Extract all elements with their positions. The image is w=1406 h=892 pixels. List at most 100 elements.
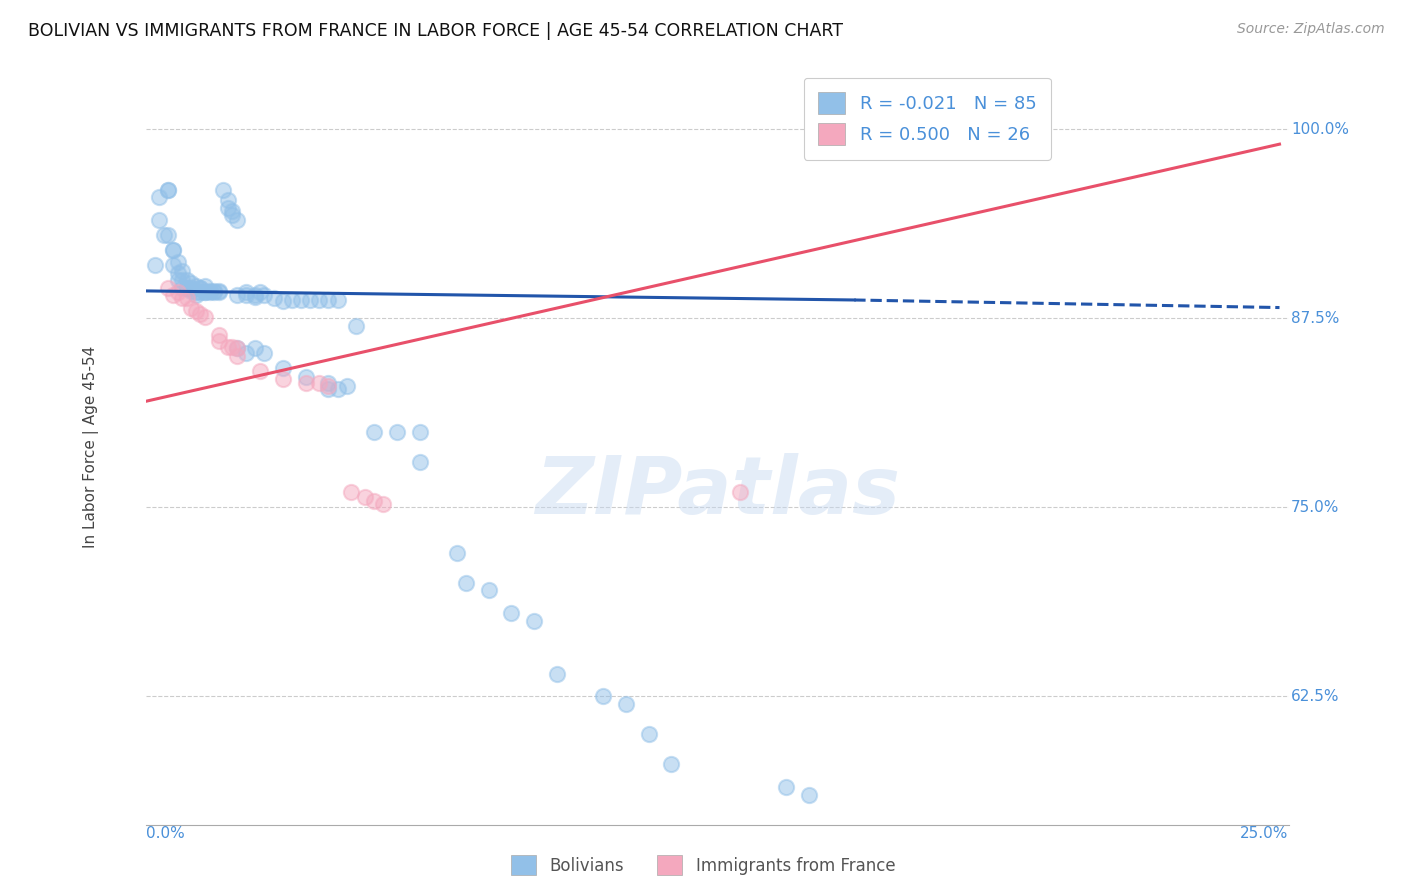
Point [194, 285, 217, 300]
Point [143, 258, 166, 272]
Point [221, 340, 243, 354]
Point [363, 425, 385, 439]
Point [202, 284, 225, 298]
Point [172, 281, 194, 295]
Point [523, 614, 546, 628]
Text: 100.0%: 100.0% [1291, 121, 1348, 136]
Point [235, 285, 257, 300]
Text: 25.0%: 25.0% [1240, 827, 1289, 841]
Point [281, 293, 304, 307]
Point [728, 485, 751, 500]
Point [202, 285, 225, 300]
Text: Source: ZipAtlas.com: Source: ZipAtlas.com [1237, 22, 1385, 37]
Text: 87.5%: 87.5% [1291, 310, 1340, 326]
Point [194, 285, 217, 300]
Point [166, 285, 188, 300]
Point [162, 258, 184, 272]
Point [354, 490, 377, 504]
Point [194, 310, 217, 324]
Point [226, 342, 249, 356]
Point [172, 273, 194, 287]
Point [253, 346, 276, 360]
Point [190, 307, 212, 321]
Point [166, 255, 188, 269]
Point [226, 349, 249, 363]
Point [409, 455, 432, 469]
Point [318, 382, 340, 396]
Point [344, 318, 367, 333]
Point [172, 264, 194, 278]
Point [245, 342, 267, 356]
Point [1026, 122, 1049, 136]
Point [157, 182, 180, 196]
Point [363, 494, 385, 508]
Point [190, 281, 212, 295]
Point [217, 193, 239, 207]
Text: BOLIVIAN VS IMMIGRANTS FROM FRANCE IN LABOR FORCE | AGE 45-54 CORRELATION CHART: BOLIVIAN VS IMMIGRANTS FROM FRANCE IN LA… [28, 22, 844, 40]
Point [308, 293, 330, 307]
Point [180, 277, 202, 291]
Point [299, 293, 322, 307]
Point [318, 376, 340, 391]
Point [184, 288, 207, 302]
Point [249, 364, 271, 378]
Point [226, 288, 249, 302]
Point [501, 606, 523, 620]
Point [217, 201, 239, 215]
Point [157, 281, 180, 295]
Point [271, 372, 294, 386]
Point [409, 425, 432, 439]
Point [661, 757, 683, 772]
Text: ZIPatlas: ZIPatlas [534, 453, 900, 531]
Point [271, 361, 294, 376]
Point [184, 285, 207, 300]
Point [180, 301, 202, 315]
Text: 62.5%: 62.5% [1291, 689, 1340, 704]
Point [208, 285, 231, 300]
Point [446, 546, 468, 560]
Point [176, 273, 198, 287]
Point [592, 690, 614, 704]
Point [162, 243, 184, 257]
Point [184, 303, 207, 318]
Point [263, 292, 285, 306]
Point [226, 212, 249, 227]
Point [226, 342, 249, 356]
Point [245, 290, 267, 304]
Point [235, 346, 257, 360]
Point [162, 288, 184, 302]
Point [318, 379, 340, 393]
Point [176, 281, 198, 295]
Legend: Bolivians, Immigrants from France: Bolivians, Immigrants from France [502, 847, 904, 884]
Point [190, 281, 212, 295]
Text: 75.0%: 75.0% [1291, 500, 1340, 515]
Point [208, 334, 231, 348]
Point [340, 485, 363, 500]
Point [148, 190, 170, 204]
Point [208, 327, 231, 342]
Point [162, 243, 184, 257]
Point [172, 292, 194, 306]
Point [190, 285, 212, 300]
Point [221, 208, 243, 222]
Point [198, 284, 221, 298]
Point [294, 370, 316, 384]
Point [212, 182, 235, 196]
Point [166, 266, 188, 280]
Point [797, 788, 820, 802]
Point [148, 212, 170, 227]
Point [157, 182, 180, 196]
Point [614, 697, 637, 711]
Point [271, 294, 294, 309]
Point [184, 279, 207, 293]
Point [176, 281, 198, 295]
Point [249, 285, 271, 300]
Point [385, 425, 408, 439]
Point [336, 379, 359, 393]
Point [217, 340, 239, 354]
Point [166, 273, 188, 287]
Text: 0.0%: 0.0% [146, 827, 184, 841]
Point [373, 497, 395, 511]
Point [775, 780, 797, 794]
Point [546, 666, 568, 681]
